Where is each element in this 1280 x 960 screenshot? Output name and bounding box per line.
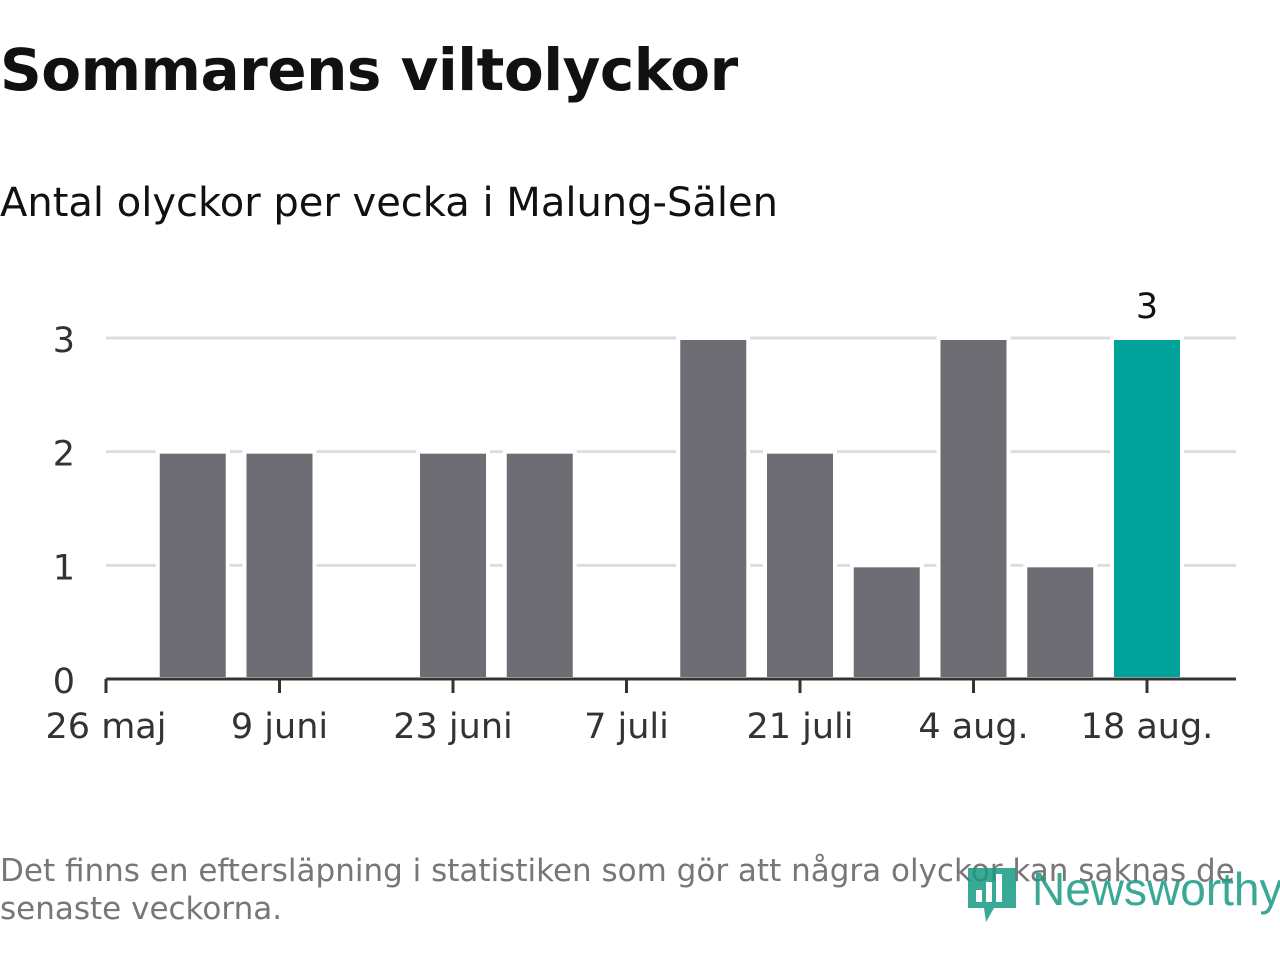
footnote: Det finns en eftersläpning i statistiken… [0, 853, 1235, 927]
y-tick-label: 3 [53, 321, 75, 361]
x-axis [104, 677, 1236, 693]
newsworthy-logo: Newsworthy [960, 860, 1280, 930]
y-tick-label: 2 [53, 435, 75, 475]
highlight-value-label: 3 [1136, 287, 1158, 327]
bar [1023, 563, 1098, 681]
bar [936, 336, 1011, 681]
logo-icon [968, 868, 1016, 922]
chart-subtitle: Antal olyckor per vecka i Malung-Sälen [0, 180, 778, 226]
bar [155, 449, 230, 681]
x-tick-label: 9 juni [231, 707, 328, 747]
y-tick-label: 0 [53, 662, 75, 702]
x-tick-label: 21 juli [746, 707, 853, 747]
bar [242, 449, 317, 681]
x-tick-label: 18 aug. [1081, 707, 1214, 747]
bar [676, 336, 751, 681]
bar [849, 563, 924, 681]
bars [155, 336, 1184, 681]
x-tick-label: 26 maj [46, 707, 167, 747]
bar [502, 449, 577, 681]
x-tick-label: 4 aug. [918, 707, 1028, 747]
logo-text: Newsworthy [1032, 863, 1280, 915]
bar-highlighted [1110, 336, 1184, 681]
chart-title: Sommarens viltolyckor [0, 36, 738, 104]
bar [416, 449, 490, 681]
bar-chart: 0 1 2 3 3 26 maj 9 juni 23 juni 7 juli 21 juli 4 a… [46, 287, 1236, 747]
y-tick-label: 1 [53, 548, 75, 588]
axis-labels: 0 1 2 3 3 26 maj 9 juni 23 juni 7 juli 21 juli 4 a… [46, 287, 1214, 747]
bar [763, 449, 837, 681]
x-tick-label: 7 juli [584, 707, 669, 747]
x-tick-label: 23 juni [393, 707, 512, 747]
